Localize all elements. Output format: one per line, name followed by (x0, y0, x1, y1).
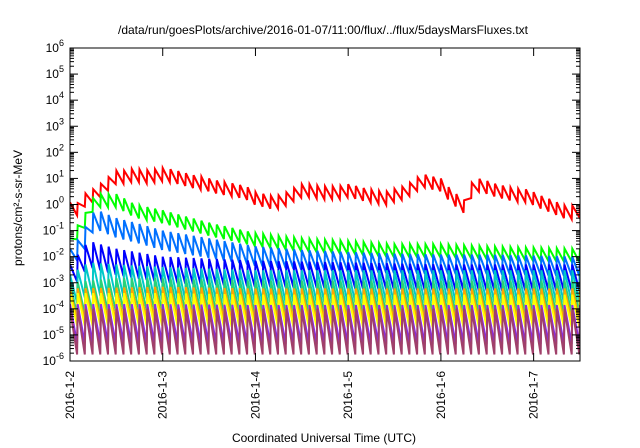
y-tick-label: 103 (46, 116, 64, 133)
y-tick-label: 10-4 (43, 299, 64, 316)
series-layer (70, 164, 580, 355)
x-tick-label: 2016-1-7 (527, 371, 541, 419)
y-tick-label: 10-2 (43, 247, 64, 264)
y-tick-label: 105 (46, 64, 64, 81)
chart-title: /data/run/goesPlots/archive/2016-01-07/1… (118, 23, 529, 37)
x-tick-label: 2016-1-2 (63, 371, 77, 419)
y-tick-label: 10-5 (43, 325, 64, 342)
series-line (70, 164, 580, 223)
y-tick-label: 10-3 (43, 273, 64, 290)
series-line (70, 190, 580, 266)
y-tick-label: 10-1 (43, 221, 64, 238)
y-tick-label: 102 (46, 142, 64, 159)
y-axis: 10-6 10-5 10-4 10-3 10-2 10-1 100 101 102 103 104 1… (43, 38, 580, 368)
series-line (70, 277, 580, 315)
series-line (70, 286, 580, 322)
y-tick-label: 106 (46, 38, 64, 55)
x-axis: 2016-1-2 2016-1-3 2016-1-4 2016-1-5 2016-1-6… (63, 48, 541, 419)
y-axis-label: protons/cm²-s-sr-MeV (11, 150, 25, 266)
y-tick-label: 100 (46, 195, 64, 212)
x-axis-label: Coordinated Universal Time (UTC) (232, 431, 416, 445)
x-tick-label: 2016-1-4 (248, 371, 262, 419)
x-tick-label: 2016-1-6 (434, 371, 448, 419)
y-tick-label: 101 (46, 168, 64, 185)
x-tick-label: 2016-1-5 (341, 371, 355, 419)
x-tick-label: 2016-1-3 (156, 371, 170, 419)
y-tick-label: 10-6 (43, 351, 64, 368)
series-line (70, 242, 580, 291)
series-line (70, 308, 580, 355)
series-line (70, 211, 580, 277)
series-line (70, 262, 580, 304)
series-line (70, 292, 580, 328)
y-tick-label: 104 (46, 90, 64, 107)
